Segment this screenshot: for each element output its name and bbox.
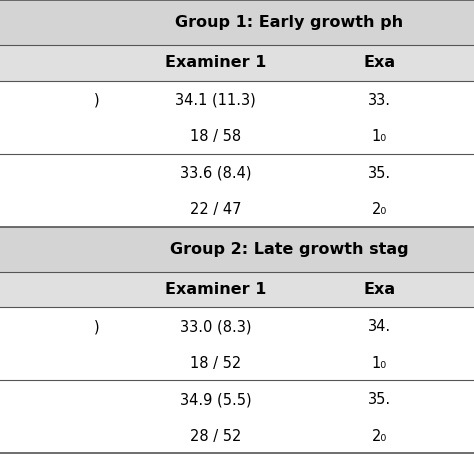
Text: 33.: 33. — [368, 92, 391, 108]
Text: 35.: 35. — [368, 165, 391, 181]
Bar — [0, 346, 474, 380]
Text: 34.1 (11.3): 34.1 (11.3) — [175, 92, 256, 108]
Text: 34.9 (5.5): 34.9 (5.5) — [180, 392, 252, 407]
Bar — [0, 119, 474, 154]
Bar — [0, 227, 474, 272]
Bar — [0, 272, 474, 307]
Text: 28 / 52: 28 / 52 — [190, 428, 241, 444]
Bar — [0, 192, 474, 227]
Text: 18 / 58: 18 / 58 — [190, 129, 241, 144]
Text: Examiner 1: Examiner 1 — [165, 55, 266, 70]
Text: 1₀: 1₀ — [372, 129, 387, 144]
Text: Group 1: Early growth ph: Group 1: Early growth ph — [175, 15, 403, 30]
Text: 34.: 34. — [368, 319, 391, 334]
Bar — [0, 154, 474, 192]
Text: Exa: Exa — [363, 282, 395, 297]
Bar — [0, 81, 474, 119]
Bar — [0, 419, 474, 453]
Bar — [0, 45, 474, 81]
Text: Exa: Exa — [363, 55, 395, 70]
Text: 22 / 47: 22 / 47 — [190, 202, 241, 217]
Text: 33.6 (8.4): 33.6 (8.4) — [180, 165, 251, 181]
Text: Examiner 1: Examiner 1 — [165, 282, 266, 297]
Text: Group 2: Late growth stag: Group 2: Late growth stag — [170, 242, 409, 256]
Bar — [0, 307, 474, 346]
Text: 33.0 (8.3): 33.0 (8.3) — [180, 319, 251, 334]
Bar — [0, 380, 474, 419]
Text: 18 / 52: 18 / 52 — [190, 356, 241, 371]
Text: ): ) — [94, 92, 100, 108]
Text: 1₀: 1₀ — [372, 356, 387, 371]
Text: ): ) — [94, 319, 100, 334]
Bar — [0, 0, 474, 45]
Text: 35.: 35. — [368, 392, 391, 407]
Text: 2₀: 2₀ — [372, 428, 387, 444]
Text: 2₀: 2₀ — [372, 202, 387, 217]
